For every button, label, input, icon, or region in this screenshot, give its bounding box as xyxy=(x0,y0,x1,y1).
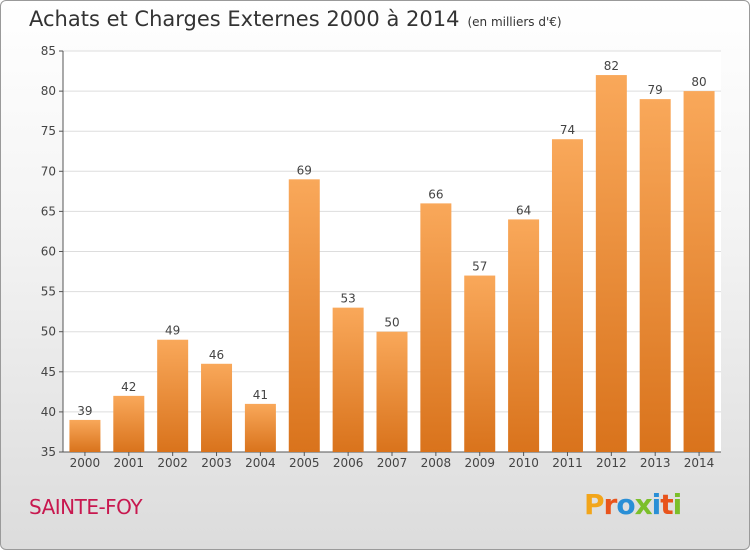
x-tick-label: 2010 xyxy=(508,456,539,470)
logo-letter: i xyxy=(672,488,683,521)
bar xyxy=(201,363,233,452)
y-tick-label: 75 xyxy=(41,124,56,138)
x-tick-label: 2003 xyxy=(201,456,232,470)
bar xyxy=(551,139,583,452)
chart-subtitle: (en milliers d'€) xyxy=(467,15,562,29)
bar xyxy=(244,403,276,452)
bar xyxy=(639,99,671,453)
x-tick-label: 2009 xyxy=(464,456,495,470)
bar-value-label: 49 xyxy=(165,324,180,338)
x-tick-label: 2011 xyxy=(552,456,583,470)
bar xyxy=(595,75,627,452)
x-tick-label: 2004 xyxy=(245,456,276,470)
chart-title-block: Achats et Charges Externes 2000 à 2014 (e… xyxy=(29,7,562,31)
bar-value-label: 64 xyxy=(516,203,531,217)
bar-value-label: 39 xyxy=(77,404,92,418)
bar-value-label: 57 xyxy=(472,260,487,274)
bar-value-label: 74 xyxy=(560,123,575,137)
bar-value-label: 82 xyxy=(604,59,619,73)
y-tick-label: 80 xyxy=(41,84,56,98)
y-tick-label: 35 xyxy=(41,445,56,459)
logo-letter: P xyxy=(584,488,605,521)
y-tick-label: 50 xyxy=(41,325,56,339)
x-tick-label: 2002 xyxy=(157,456,188,470)
x-tick-label: 2005 xyxy=(289,456,320,470)
bar-value-label: 66 xyxy=(428,187,443,201)
x-tick-label: 2006 xyxy=(333,456,364,470)
bar xyxy=(157,339,189,452)
bar-value-label: 80 xyxy=(691,75,706,89)
bar-value-label: 53 xyxy=(340,292,355,306)
y-tick-label: 60 xyxy=(41,245,56,259)
x-tick-label: 2013 xyxy=(640,456,671,470)
bar xyxy=(332,307,364,452)
bar xyxy=(288,179,320,452)
bar xyxy=(376,331,408,452)
bar-value-label: 50 xyxy=(384,316,399,330)
x-tick-label: 2008 xyxy=(421,456,452,470)
logo-letter: o xyxy=(616,488,635,521)
x-tick-label: 2007 xyxy=(377,456,408,470)
bar-value-label: 69 xyxy=(297,163,312,177)
bar xyxy=(508,219,540,452)
x-tick-label: 2000 xyxy=(70,456,101,470)
x-tick-label: 2012 xyxy=(596,456,627,470)
chart-title: Achats et Charges Externes 2000 à 2014 xyxy=(29,7,460,31)
y-tick-label: 85 xyxy=(41,44,56,58)
logo-letter: x xyxy=(634,488,653,521)
logo-letter: i xyxy=(651,488,662,521)
y-tick-label: 70 xyxy=(41,164,56,178)
logo-letter: r xyxy=(603,488,618,521)
bar-value-label: 79 xyxy=(648,83,663,97)
bar-value-label: 42 xyxy=(121,380,136,394)
bar-value-label: 41 xyxy=(253,388,268,402)
bar xyxy=(464,275,496,452)
x-tick-label: 2001 xyxy=(114,456,145,470)
bar xyxy=(420,203,452,452)
y-tick-label: 55 xyxy=(41,285,56,299)
y-tick-label: 45 xyxy=(41,365,56,379)
x-tick-label: 2014 xyxy=(684,456,715,470)
bar xyxy=(113,395,145,452)
bar-value-label: 46 xyxy=(209,348,224,362)
y-tick-label: 65 xyxy=(41,204,56,218)
proxiti-logo: Proxiti xyxy=(584,488,683,521)
logo-letter: t xyxy=(660,488,673,521)
city-name: SAINTE-FOY xyxy=(29,495,143,519)
y-tick-label: 40 xyxy=(41,405,56,419)
bar xyxy=(69,419,101,452)
bar xyxy=(683,91,715,452)
